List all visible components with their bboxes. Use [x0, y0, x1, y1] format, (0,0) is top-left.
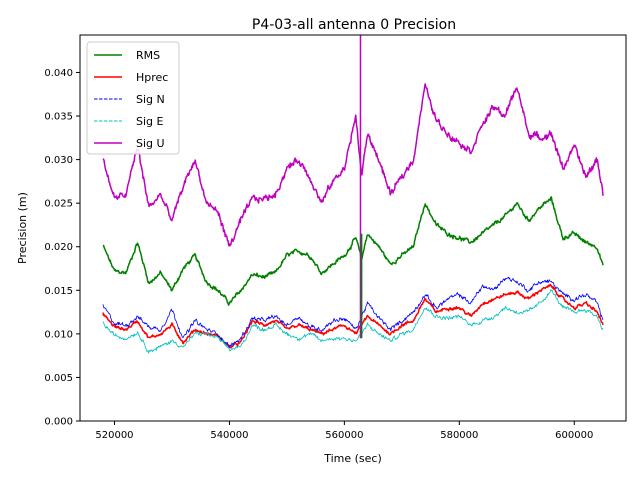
y-axis-label: Precision (m) [16, 192, 29, 264]
y-tick-label: 0.040 [44, 68, 73, 79]
plot-frame [79, 34, 627, 422]
legend-box [86, 41, 180, 155]
series-line-sig-u [102, 83, 604, 247]
y-tick-label: 0.005 [44, 373, 73, 384]
legend-label-hprec: Hprec [136, 71, 168, 84]
y-tick-label: 0.025 [44, 199, 73, 210]
chart-title: P4-03-all antenna 0 Precision [252, 17, 456, 33]
series-line-sig-n [102, 276, 604, 348]
x-tick-label: 520000 [95, 430, 133, 441]
x-tick-label: 580000 [440, 430, 478, 441]
series-line-rms [102, 196, 604, 306]
y-tick-label: 0.035 [44, 112, 73, 123]
legend-label-sig-n: Sig N [136, 93, 165, 106]
legend: RMS Hprec Sig N Sig E Sig U [86, 41, 180, 155]
legend-label-sig-e: Sig E [136, 115, 164, 128]
legend-label-rms: RMS [136, 49, 160, 62]
series-line-sig-e [102, 289, 604, 354]
series-layer [102, 35, 604, 354]
y-tick-label: 0.020 [44, 242, 73, 253]
y-tick-label: 0.030 [44, 155, 73, 166]
x-tick-label: 600000 [555, 430, 593, 441]
x-tick-label: 540000 [210, 430, 248, 441]
x-tick-label: 560000 [325, 430, 363, 441]
x-axis-label: Time (sec) [323, 452, 382, 465]
axis-ticks: 520000 540000 560000 580000 600000 0.000 0.005… [44, 68, 593, 441]
series-line-hprec [102, 283, 604, 349]
y-tick-label: 0.010 [44, 329, 73, 340]
y-tick-label: 0.000 [44, 417, 73, 428]
y-tick-label: 0.015 [44, 286, 73, 297]
legend-label-sig-u: Sig U [136, 137, 165, 150]
